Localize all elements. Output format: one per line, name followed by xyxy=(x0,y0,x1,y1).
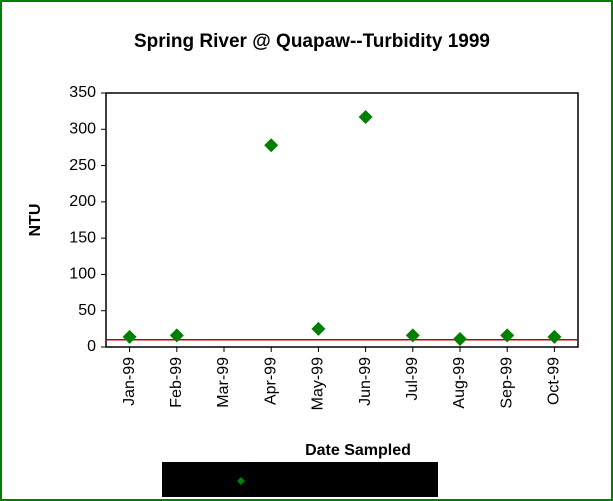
x-tick-label: Mar-99 xyxy=(215,357,232,408)
y-tick-label: 200 xyxy=(69,193,96,210)
x-tick-label: Oct-99 xyxy=(546,357,563,405)
x-tick-label: Jul-99 xyxy=(404,357,421,401)
marker xyxy=(547,329,562,344)
y-tick-label: 300 xyxy=(69,121,96,138)
x-tick-label: Aug-99 xyxy=(451,357,468,409)
marker xyxy=(169,328,184,343)
legend xyxy=(162,462,438,497)
x-tick-label: Feb-99 xyxy=(168,357,185,408)
y-tick-label: 150 xyxy=(69,229,96,246)
x-tick-label: Sep-99 xyxy=(498,357,515,409)
y-tick-label: 0 xyxy=(87,338,96,355)
marker xyxy=(500,328,515,343)
y-tick-label: 100 xyxy=(69,266,96,283)
marker xyxy=(311,321,326,336)
plot-area xyxy=(105,92,579,348)
x-tick-label: Jan-99 xyxy=(121,357,138,406)
y-tick-label: 350 xyxy=(69,84,96,101)
chart-title: Spring River @ Quapaw--Turbidity 1999 xyxy=(134,31,490,52)
x-tick-label: Apr-99 xyxy=(262,357,279,405)
y-axis-label: NTU xyxy=(27,204,44,237)
x-tick-label: May-99 xyxy=(310,357,327,410)
marker xyxy=(122,329,137,344)
y-tick-label: 250 xyxy=(69,157,96,174)
y-tick-label: 50 xyxy=(78,302,96,319)
marker xyxy=(453,332,467,347)
marker xyxy=(264,138,279,153)
x-tick-label: Jun-99 xyxy=(357,357,374,406)
marker xyxy=(405,328,420,343)
x-axis-label: Date Sampled xyxy=(305,442,411,459)
legend-marker xyxy=(237,477,245,485)
marker xyxy=(358,109,373,124)
